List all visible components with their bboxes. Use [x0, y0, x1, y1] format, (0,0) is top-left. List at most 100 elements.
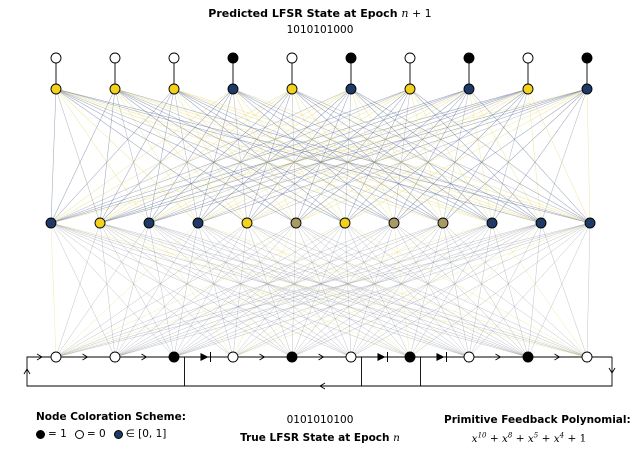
edge-input-hidden — [197, 222, 293, 358]
edge-input-hidden — [393, 222, 411, 358]
hidden-layer-node — [437, 217, 449, 229]
edge-hidden-output — [55, 88, 591, 224]
hidden-layer-node — [94, 217, 106, 229]
input-register-node — [522, 351, 534, 363]
edge-hidden-output — [50, 88, 57, 224]
legend-label-zero: = 0 — [86, 428, 106, 440]
legend-dot-one — [36, 429, 45, 439]
edge-hidden-output — [491, 88, 529, 224]
predicted-bit-node — [463, 52, 475, 64]
edge-input-hidden — [99, 222, 352, 358]
edge-hidden-output — [409, 88, 493, 224]
shift-arrow — [554, 353, 561, 361]
edge-input-hidden — [540, 222, 588, 358]
edge-input-hidden — [50, 222, 57, 358]
edge-input-hidden — [55, 222, 248, 358]
edge-hidden-output — [173, 88, 395, 224]
poly-term-0: x10 — [471, 431, 487, 445]
predicted-bit-node — [50, 52, 62, 64]
output-layer-node — [109, 83, 121, 95]
hidden-layer-node — [241, 217, 253, 229]
edge-input-hidden — [99, 222, 411, 358]
xor-tap-triangle — [436, 353, 445, 361]
edge-input-hidden — [344, 222, 588, 358]
edge-input-hidden — [246, 222, 411, 358]
top-title-suffix: + 1 — [408, 7, 432, 20]
output-layer-node — [463, 83, 475, 95]
edge-input-hidden — [344, 222, 411, 358]
legend-dot-unit-interval — [113, 429, 123, 439]
edge-hidden-output — [173, 88, 346, 224]
edge-hidden-output — [232, 88, 395, 224]
edge-input-hidden — [148, 222, 234, 358]
edge-input-hidden — [295, 222, 588, 358]
edge-input-hidden — [55, 222, 199, 358]
feedback-loop — [26, 356, 613, 387]
edge-hidden-output — [468, 88, 542, 224]
input-register-node — [50, 351, 62, 363]
shift-arrow — [318, 353, 325, 361]
edge-input-hidden — [246, 222, 470, 358]
edge-hidden-output — [527, 88, 542, 224]
edge-input-hidden — [295, 222, 411, 358]
edge-hidden-output — [114, 88, 346, 224]
edge-input-hidden — [99, 222, 529, 358]
edge-input-hidden — [197, 222, 411, 358]
hidden-layer-node — [290, 217, 302, 229]
edge-input-hidden — [393, 222, 470, 358]
edge-input-hidden — [55, 222, 150, 358]
edge-input-hidden — [99, 222, 234, 358]
output-layer-node — [581, 83, 593, 95]
edge-input-hidden — [148, 222, 175, 358]
edge-input-hidden — [246, 222, 352, 358]
predicted-bit-node — [286, 52, 298, 64]
xor-tap-triangle — [377, 353, 386, 361]
edge-input-hidden — [50, 222, 529, 358]
input-register-node — [345, 351, 357, 363]
edge-hidden-output — [344, 88, 352, 224]
output-layer-node — [227, 83, 239, 95]
edge-input-hidden — [99, 222, 116, 358]
bottom-title-text: True LFSR State at Epoch — [240, 432, 394, 444]
hidden-layer-node — [486, 217, 498, 229]
legend-dot-zero — [74, 429, 84, 439]
edge-hidden-output — [291, 88, 444, 224]
edge-hidden-output — [173, 88, 444, 224]
input-register-node — [109, 351, 121, 363]
polynomial-title: Primitive Feedback Polynomial: — [444, 414, 631, 426]
edge-input-hidden — [246, 222, 588, 358]
top-title-text: Predicted LFSR State at Epoch — [208, 7, 402, 20]
legend: = 1 = 0 ∈ [0, 1] — [36, 428, 174, 440]
poly-term-4: 1 — [579, 432, 587, 445]
edge-hidden-output — [55, 88, 395, 224]
edge-input-hidden — [148, 222, 529, 358]
input-register-node — [404, 351, 416, 363]
edge-input-hidden — [232, 222, 297, 358]
edge-input-hidden — [350, 222, 444, 358]
predicted-bit-node — [581, 52, 593, 64]
feedback-arrow-up — [23, 368, 31, 375]
edge-hidden-output — [344, 88, 411, 224]
edge-input-hidden — [295, 222, 470, 358]
edge-hidden-output — [114, 88, 493, 224]
shift-arrow — [36, 353, 43, 361]
edge-input-hidden — [291, 222, 297, 358]
shift-arrow — [495, 353, 502, 361]
edge-hidden-output — [291, 88, 493, 224]
edge-input-hidden — [114, 222, 150, 358]
edge-hidden-output — [350, 88, 395, 224]
hidden-layer-node — [584, 217, 596, 229]
edge-input-hidden — [50, 222, 175, 358]
edge-input-hidden — [442, 222, 588, 358]
edge-input-hidden — [50, 222, 470, 358]
edge-input-hidden — [344, 222, 352, 358]
bottom-title-var: n — [393, 432, 400, 444]
edge-hidden-output — [55, 88, 150, 224]
edge-input-hidden — [197, 222, 470, 358]
feedback-arrow-left — [319, 382, 326, 390]
xor-tap-triangle — [200, 353, 209, 361]
edge-hidden-output — [586, 88, 591, 224]
edge-input-hidden — [246, 222, 293, 358]
